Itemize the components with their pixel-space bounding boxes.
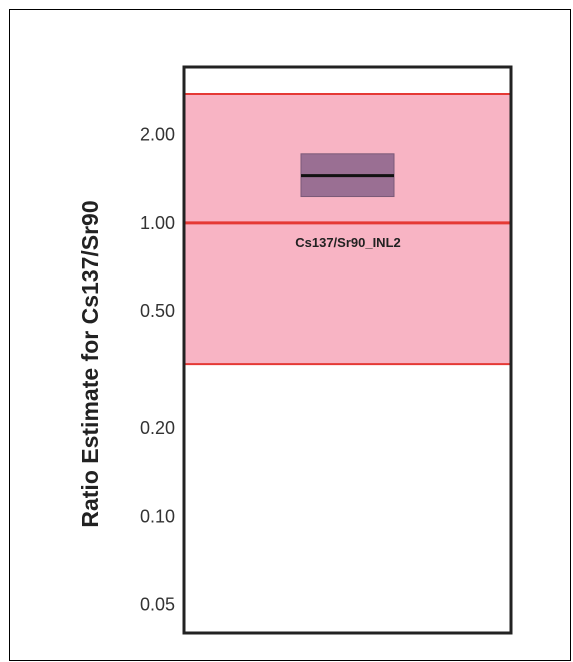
y-tick-label: 0.50: [140, 301, 175, 321]
y-tick-label: 2.00: [140, 125, 175, 145]
plot-area-border: [182, 65, 513, 635]
y-axis-label: Ratio Estimate for Cs137/Sr90: [77, 200, 103, 527]
y-tick-label: 0.20: [140, 418, 175, 438]
y-tick-label: 0.05: [140, 595, 175, 615]
box-layer: [300, 153, 395, 198]
reference-band: [184, 94, 511, 365]
y-tick-label: 0.10: [140, 506, 175, 526]
y-tick-label: 1.00: [140, 213, 175, 233]
box-annotation-label: Cs137/Sr90_INL2: [295, 235, 401, 250]
reference-band-layer: [184, 93, 511, 366]
tick-labels-layer: 2.00 1.00 0.50 0.20 0.10 0.05: [140, 125, 175, 615]
